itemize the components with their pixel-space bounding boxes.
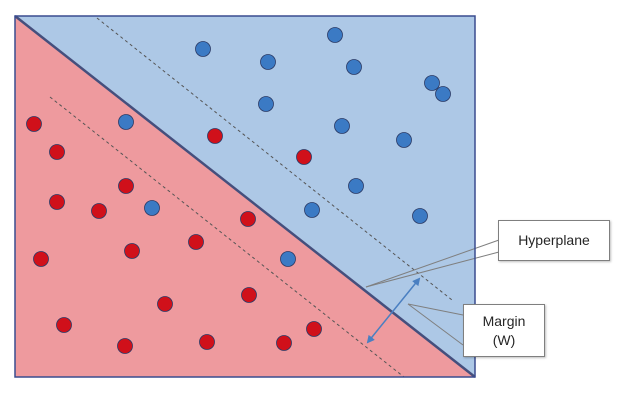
red-data-point [306,321,322,337]
red-data-point [49,194,65,210]
blue-points-group [118,27,451,267]
blue-data-point [346,59,362,75]
margin-label-line1: Margin [482,312,526,329]
blue-data-point [348,178,364,194]
red-data-point [118,178,134,194]
plot-frame [14,15,476,378]
blue-data-point [412,208,428,224]
blue-data-point [118,114,134,130]
blue-data-point [258,96,274,112]
blue-data-point [304,202,320,218]
blue-data-point [195,41,211,57]
red-data-point [207,128,223,144]
margin-arrow [366,277,421,344]
hyperplane-label-text: Hyperplane [518,232,590,248]
red-data-point [117,338,133,354]
blue-data-point [435,86,451,102]
red-data-point [276,335,292,351]
blue-data-point [327,27,343,43]
blue-data-point [424,75,440,91]
blue-data-point [334,118,350,134]
margin-label-line2: (W) [492,331,516,348]
red-data-point [33,251,49,267]
red-data-point [157,296,173,312]
red-data-point [91,203,107,219]
red-data-point [199,334,215,350]
blue-data-point [396,132,412,148]
red-data-point [56,317,72,333]
red-data-point [26,116,42,132]
blue-data-point [144,200,160,216]
red-data-point [188,234,204,250]
hyperplane-label: Hyperplane [498,220,610,261]
red-points-group [26,116,322,354]
blue-data-point [280,251,296,267]
blue-data-point [260,54,276,70]
red-data-point [240,211,256,227]
red-data-point [241,287,257,303]
red-data-point [49,144,65,160]
margin-label: Margin (W) [463,304,545,357]
red-data-point [296,149,312,165]
red-data-point [124,243,140,259]
